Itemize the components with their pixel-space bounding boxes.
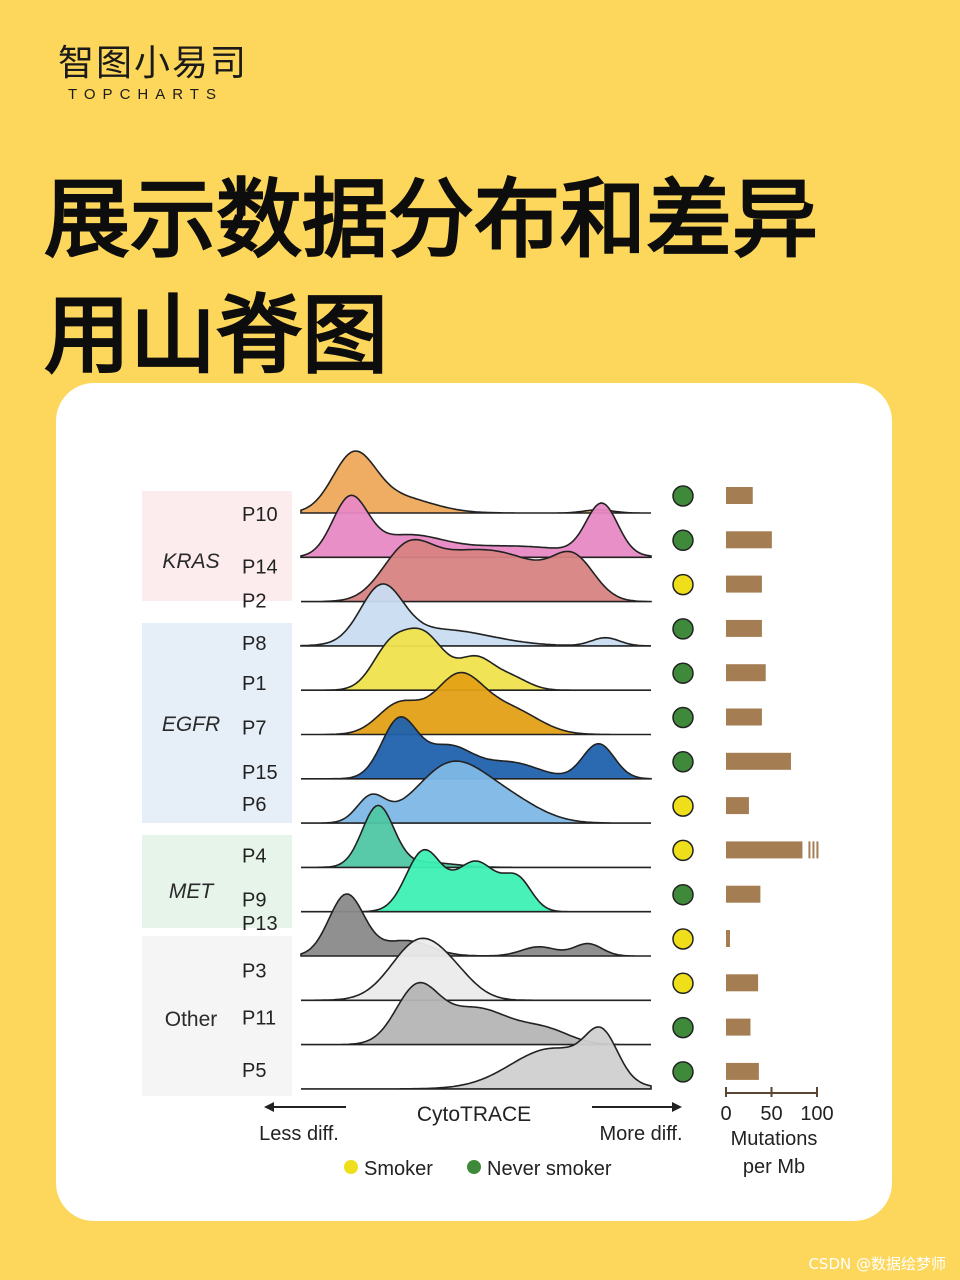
ridgeline-chart: KRASEGFRMETOtherP10P14P2P8P1P7P15P6P4P9P…: [142, 450, 834, 1180]
smoking-dot-p6: [672, 795, 694, 817]
group-box-met: [142, 835, 292, 928]
patient-label-p4: P4: [242, 845, 266, 867]
patient-label-p13: P13: [242, 913, 278, 935]
group-box-other: [142, 936, 292, 1096]
smoking-dot-p7: [672, 706, 694, 729]
mutation-bar-overflow-mark: [812, 841, 815, 859]
legend-label-never-smoker: Never smoker: [487, 1158, 612, 1180]
brand-name-cn: 智图小易司: [58, 43, 249, 84]
patient-label-p2: P2: [242, 591, 266, 613]
smoking-dot-p5: [672, 1061, 694, 1083]
mutation-tick-label: 50: [760, 1103, 782, 1125]
smoking-dot-p9: [672, 883, 694, 906]
mutation-axis-label-line1: Mutations: [731, 1128, 818, 1150]
smoking-dot-p1: [672, 662, 694, 684]
patient-label-p3: P3: [242, 960, 266, 982]
patient-label-p11: P11: [242, 1008, 276, 1030]
mutation-bar-p5: [726, 1062, 759, 1080]
smoking-dot-p3: [672, 972, 694, 995]
mutation-bar-p7: [726, 708, 762, 726]
mutation-bar-p15: [726, 752, 791, 770]
brand-name-en: TOPCHARTS: [68, 86, 223, 103]
group-label-other: Other: [165, 1008, 218, 1031]
smoking-dot-p11: [672, 1016, 694, 1039]
ridge-p13: [300, 893, 651, 957]
group-box-kras: [142, 491, 292, 601]
x-left-label: Less diff.: [259, 1123, 339, 1145]
legend-dot-never-smoker: [467, 1160, 481, 1174]
patient-label-p15: P15: [242, 762, 278, 784]
mutation-tick-label: 0: [720, 1103, 731, 1125]
ridge-p3: [301, 937, 651, 1002]
group-label-egfr: EGFR: [162, 713, 220, 736]
ridge-p1: [301, 627, 651, 691]
patient-label-p5: P5: [242, 1060, 266, 1082]
brand-logo: 智图小易司 TOPCHARTS: [58, 42, 248, 103]
patient-label-p14: P14: [242, 556, 278, 578]
mutation-bar-p1: [726, 664, 766, 682]
x-axis-label: CytoTRACE: [417, 1103, 531, 1126]
smoking-dot-p8: [672, 618, 694, 640]
patient-label-p10: P10: [242, 504, 278, 526]
smoking-dot-p13: [672, 928, 694, 950]
patient-label-p7: P7: [242, 718, 266, 740]
mutation-axis-label-line2: per Mb: [743, 1156, 805, 1178]
patient-label-p1: P1: [242, 673, 266, 695]
smoking-dot-p15: [672, 751, 694, 773]
mutation-bar-p8: [726, 619, 762, 637]
ridge-p5: [301, 1026, 652, 1090]
headline-line-1: 展示数据分布和差异: [44, 170, 818, 270]
patient-label-p6: P6: [242, 794, 266, 816]
x-right-label: More diff.: [600, 1123, 683, 1145]
ridge-p14: [300, 494, 652, 559]
group-label-kras: KRAS: [162, 550, 219, 573]
mutation-bar-p4: [726, 841, 803, 859]
group-label-met: MET: [169, 880, 216, 903]
mutation-bar-p3: [726, 974, 759, 992]
mutation-bar-p2: [726, 575, 762, 593]
patient-label-p9: P9: [242, 890, 266, 912]
mutation-tick-label: 100: [800, 1103, 833, 1125]
mutation-bar-p6: [726, 797, 749, 815]
mutation-bar-p13: [726, 930, 730, 947]
more-diff-arrowhead: [672, 1102, 682, 1112]
ridge-p8: [300, 583, 652, 647]
group-box-egfr: [142, 623, 292, 823]
mutation-bar-p10: [726, 487, 753, 504]
mutation-bar-p9: [726, 885, 761, 903]
patient-label-p8: P8: [242, 633, 266, 655]
ridge-p6: [301, 760, 651, 824]
ridge-p15: [301, 715, 652, 780]
mutation-bar-overflow-mark: [816, 841, 819, 859]
mutation-bar-overflow-mark: [808, 841, 811, 859]
smoking-dot-p10: [672, 485, 694, 507]
mutation-bar-p11: [726, 1018, 751, 1036]
ridge-p7: [301, 671, 651, 736]
smoking-dot-p2: [672, 573, 694, 596]
headline: 展示数据分布和差异 用山脊图: [44, 162, 818, 394]
headline-line-2: 用山脊图: [44, 286, 388, 386]
mutation-bar-p14: [726, 531, 772, 549]
smoking-dot-p4: [672, 839, 694, 862]
chart-card: KRAS EGFR MET Other P10 P14 P2 P8 P1 P7 P15 P6 P4 P9 P…: [56, 383, 892, 1221]
smoking-dot-p14: [672, 529, 694, 552]
less-diff-arrowhead: [264, 1102, 274, 1112]
legend-dot-smoker: [344, 1160, 358, 1174]
legend-label-smoker: Smoker: [364, 1158, 433, 1180]
watermark: CSDN @数据绘梦师: [808, 1255, 946, 1273]
